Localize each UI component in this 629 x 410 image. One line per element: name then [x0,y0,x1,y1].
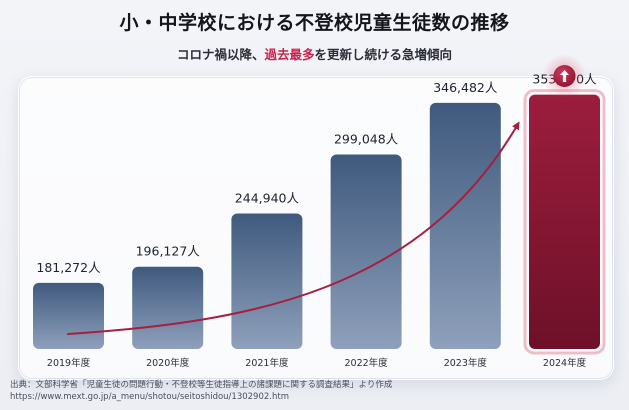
category-label: 2019年度 [47,357,91,369]
category-label: 2021年度 [245,357,289,369]
subtitle-post: を更新し続ける急増傾向 [314,47,453,62]
bar-2020年度 [132,266,204,349]
bar-2022年度 [330,154,402,349]
value-label: 244,940人 [235,191,300,206]
subtitle-highlight: 過去最多 [264,47,315,62]
chart-title: 小・中学校における不登校児童生徒数の推移 [119,12,510,34]
value-label: 196,127人 [136,244,201,259]
source-text: 出典：文部科学省「児童生徒の問題行動・不登校等生徒指導上の諸課題に関する調査結果… [10,380,393,390]
category-label: 2022年度 [345,357,389,369]
category-label: 2024年度 [543,357,587,369]
category-label: 2023年度 [444,357,488,369]
value-label: 346,482人 [433,80,498,95]
bar-2021年度 [231,213,303,349]
source-note: 出典：文部科学省「児童生徒の問題行動・不登校等生徒指導上の諸課題に関する調査結果… [10,380,620,403]
bar-2023年度 [429,102,501,349]
bar-2019年度 [33,282,104,349]
value-label: 181,272人 [36,260,101,275]
chart-subtitle: コロナ禍以降、過去最多を更新し続ける急増傾向 [0,44,629,63]
value-label: 299,048人 [334,132,399,147]
trend-arrow [67,121,520,335]
source-url: https://www.mext.go.jp/a_menu/shotou/sei… [10,391,289,402]
category-label: 2020年度 [146,357,190,369]
subtitle-pre: コロナ禍以降、 [176,47,265,62]
bar-2024年度 [529,94,600,349]
up-arrow-icon [560,70,569,82]
